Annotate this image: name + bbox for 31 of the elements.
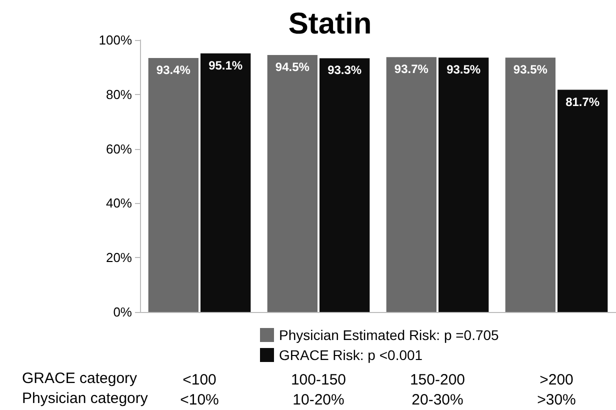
data-label: 93.3% [328,63,362,78]
bar [505,58,556,312]
y-tick-label: 100% [98,32,132,48]
chart-title: Statin [288,8,372,40]
bar [438,58,489,312]
legend-label: Physician Estimated Risk: p =0.705 [279,327,500,343]
bar [148,58,198,312]
data-label: 95.1% [208,58,243,72]
y-tick-label: 0% [113,304,132,320]
x-tick-label: 100-150 10-20% [290,372,346,408]
text: Physician category [22,390,148,407]
x-tick-label: <100 <10% [180,372,219,408]
x-tick-label: 150-200 20-30% [410,372,466,408]
bar [558,90,608,312]
data-label: 93.5% [446,62,481,77]
bar [200,53,251,312]
y-tick-label: 80% [106,86,132,102]
y-tick-label: 40% [106,196,132,211]
bar [386,57,436,312]
data-label: 93.7% [394,62,429,76]
data-label: 93.4% [156,62,191,77]
y-tick-label: 60% [106,141,132,156]
data-label: 94.5% [275,60,310,74]
text: GRACE category [22,370,138,387]
data-label: 93.5% [513,62,548,77]
y-tick-label: 20% [106,250,132,266]
legend-label: GRACE Risk: p <0.001 [279,347,423,363]
x-tick-label: >200 >30% [537,372,576,408]
data-label: 81.7% [566,94,600,109]
bar [320,58,370,312]
bar [267,54,318,312]
